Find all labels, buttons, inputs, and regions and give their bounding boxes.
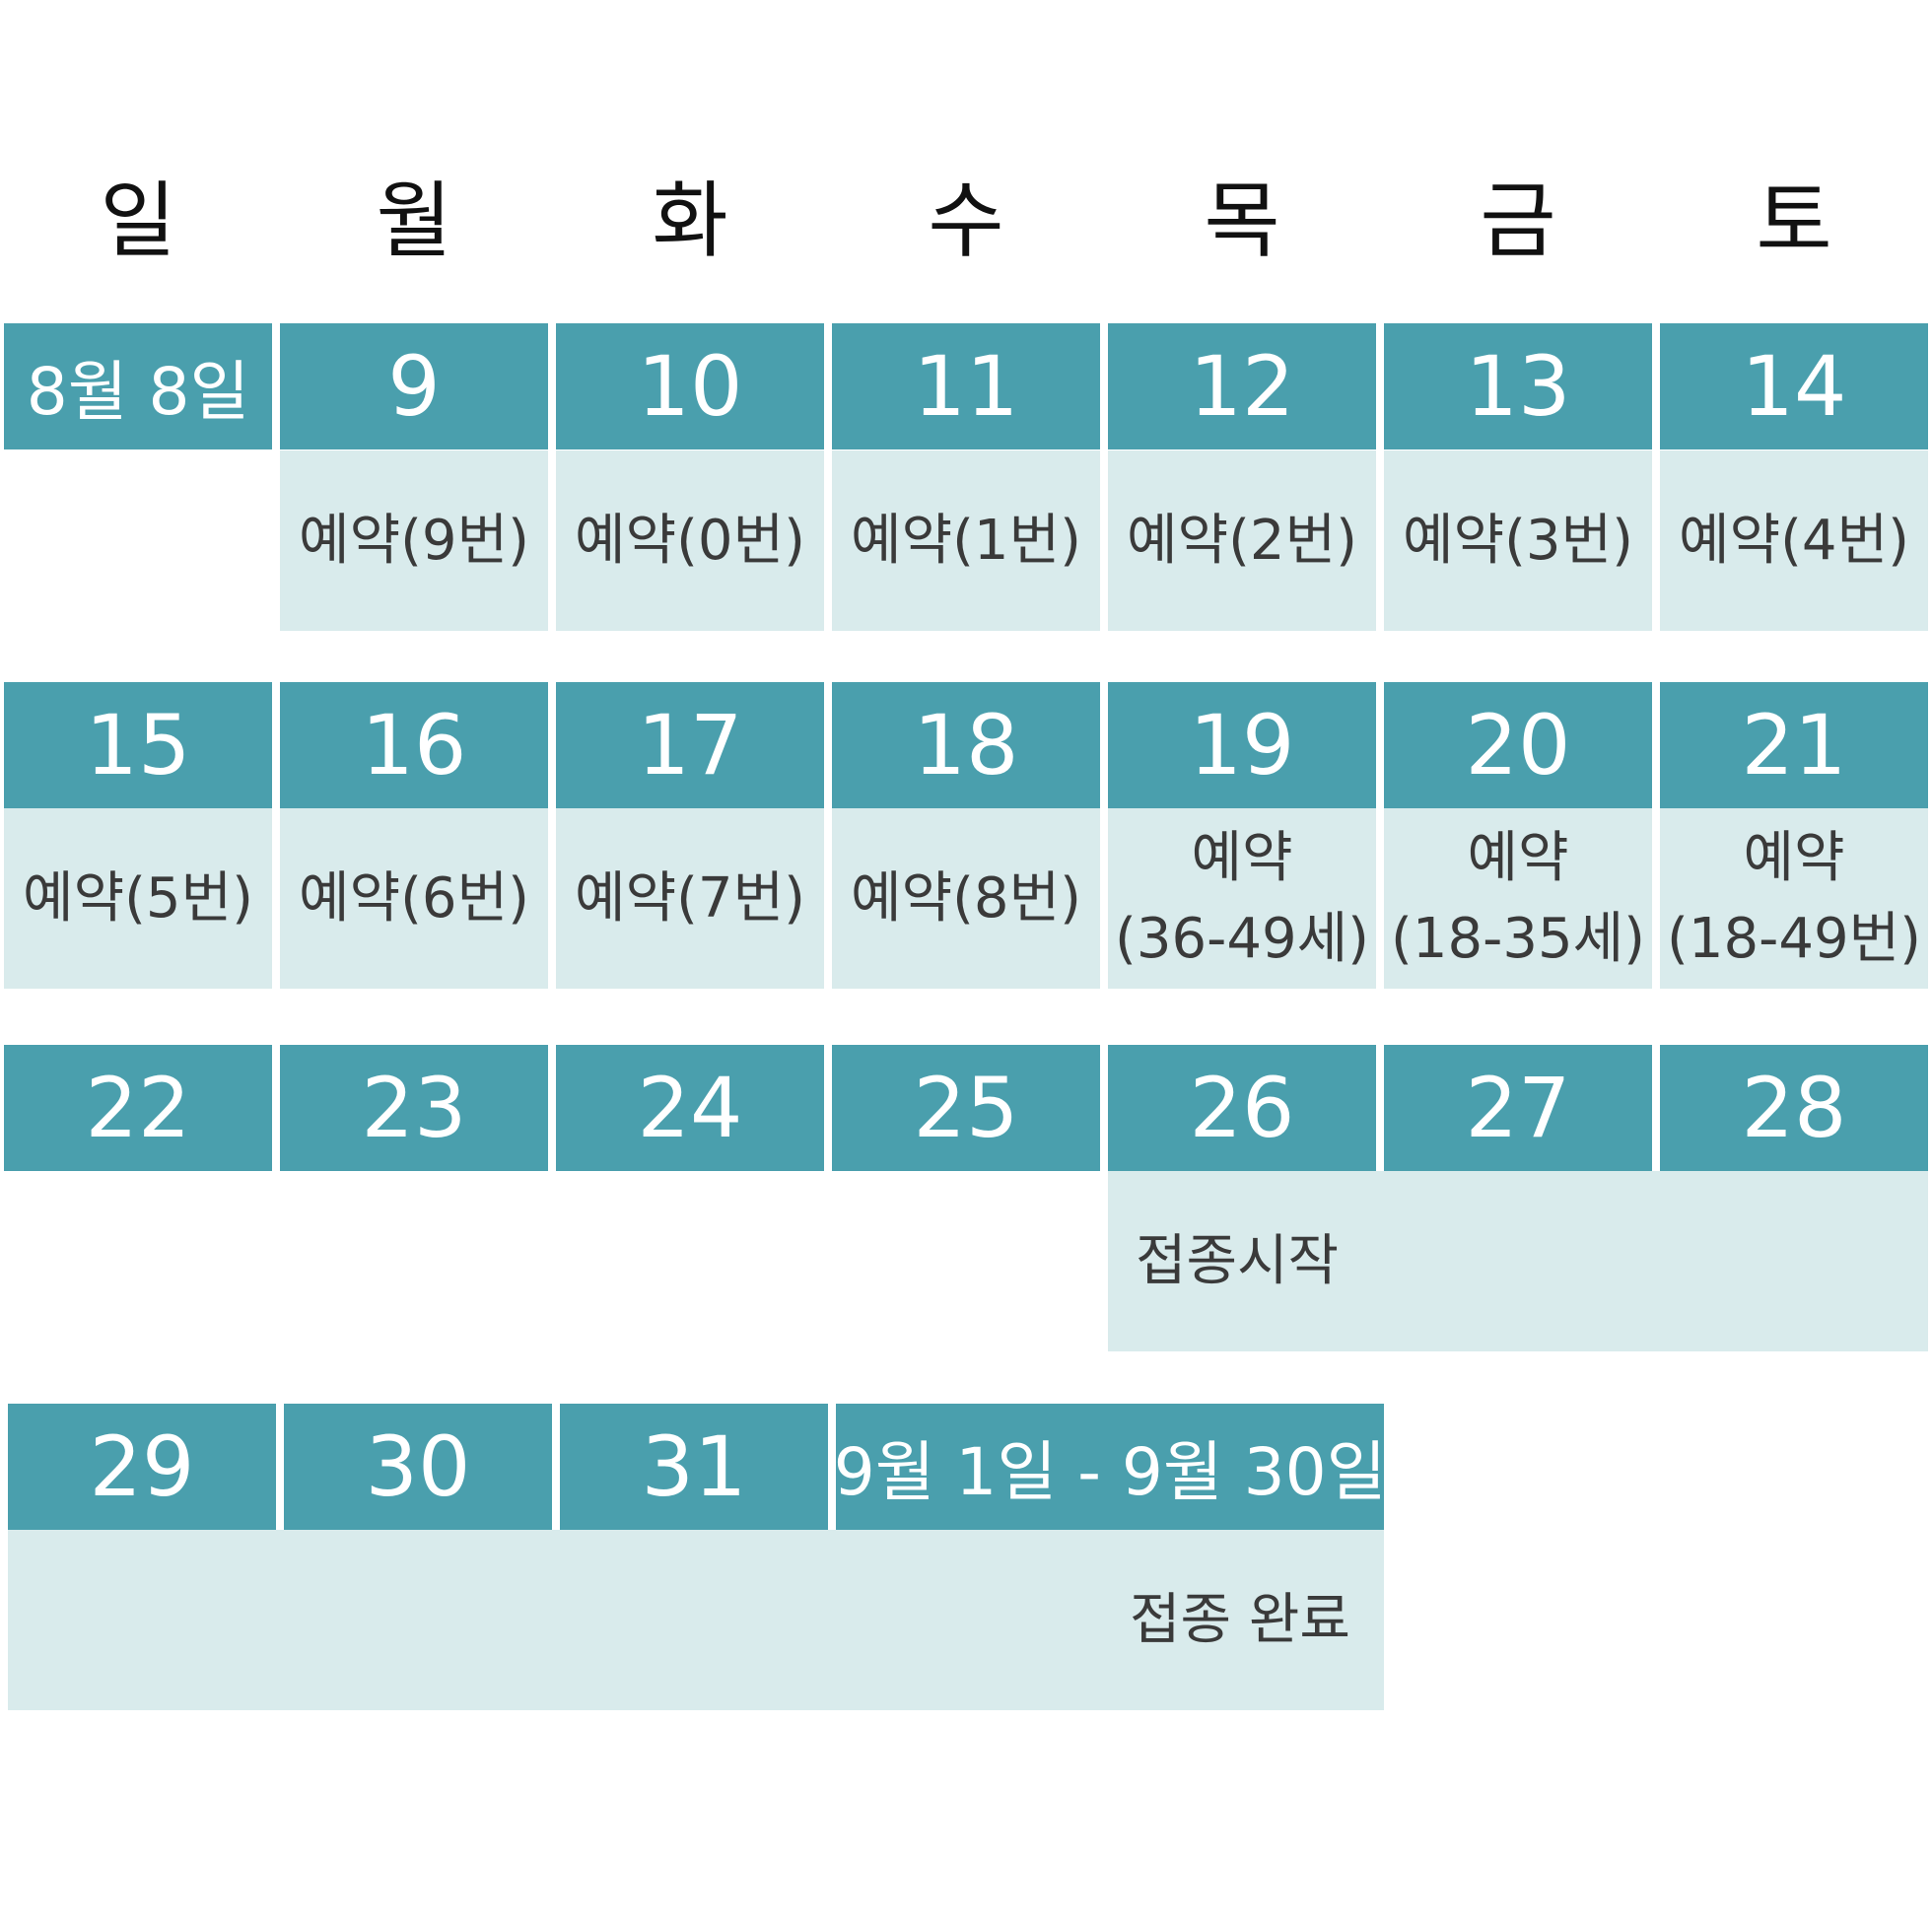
day-header[interactable]: 18 bbox=[832, 682, 1100, 808]
day-header[interactable]: 30 bbox=[284, 1404, 552, 1530]
day-header[interactable]: 31 bbox=[560, 1404, 828, 1530]
day-header[interactable]: 15 bbox=[4, 682, 272, 808]
day-header[interactable]: 13 bbox=[1384, 323, 1652, 449]
event-cell[interactable]: 예약(1번) bbox=[832, 450, 1100, 631]
day-header[interactable]: 25 bbox=[832, 1045, 1100, 1171]
event-cell[interactable]: 예약(6번) bbox=[280, 808, 548, 989]
day-header[interactable]: 24 bbox=[556, 1045, 824, 1171]
day-header[interactable]: 12 bbox=[1108, 323, 1376, 449]
day-header[interactable]: 11 bbox=[832, 323, 1100, 449]
event-cell-age-group[interactable]: 예약 (36-49세) bbox=[1108, 808, 1376, 989]
event-cell-age-group[interactable]: 예약 (18-49번) bbox=[1660, 808, 1928, 989]
event-cell[interactable]: 예약(5번) bbox=[4, 808, 272, 989]
event-line: 예약 bbox=[1743, 826, 1845, 891]
weekday-sat: 토 bbox=[1756, 172, 1832, 269]
weekday-tue: 화 bbox=[652, 172, 728, 269]
event-line: (18-35세) bbox=[1391, 906, 1645, 971]
day-header[interactable]: 10 bbox=[556, 323, 824, 449]
weekday-wed: 수 bbox=[928, 172, 1004, 269]
day-header[interactable]: 14 bbox=[1660, 323, 1928, 449]
event-cell[interactable]: 예약(0번) bbox=[556, 450, 824, 631]
event-line: 예약 bbox=[1467, 826, 1569, 891]
event-cell[interactable]: 예약(4번) bbox=[1660, 450, 1928, 631]
event-cell[interactable]: 예약(8번) bbox=[832, 808, 1100, 989]
weekday-sun: 일 bbox=[100, 172, 176, 269]
day-header[interactable]: 26 bbox=[1108, 1045, 1376, 1171]
weekday-mon: 월 bbox=[376, 172, 452, 269]
vaccination-complete-event[interactable]: 접종 완료 bbox=[8, 1530, 1384, 1710]
event-line: (36-49세) bbox=[1115, 906, 1369, 971]
day-header[interactable]: 17 bbox=[556, 682, 824, 808]
day-header[interactable]: 19 bbox=[1108, 682, 1376, 808]
day-header[interactable]: 23 bbox=[280, 1045, 548, 1171]
event-cell[interactable]: 예약(3번) bbox=[1384, 450, 1652, 631]
day-header[interactable]: 27 bbox=[1384, 1045, 1652, 1171]
weekday-fri: 금 bbox=[1480, 172, 1556, 269]
event-cell[interactable]: 예약(9번) bbox=[280, 450, 548, 631]
event-line: (18-49번) bbox=[1667, 906, 1921, 971]
day-header[interactable]: 21 bbox=[1660, 682, 1928, 808]
vaccination-start-event[interactable]: 접종시작 bbox=[1108, 1171, 1928, 1351]
weekday-thu: 목 bbox=[1204, 172, 1280, 269]
event-line: 예약 bbox=[1191, 826, 1293, 891]
day-header[interactable]: 28 bbox=[1660, 1045, 1928, 1171]
day-header[interactable]: 20 bbox=[1384, 682, 1652, 808]
day-header[interactable]: 8월 8일 bbox=[4, 323, 272, 449]
day-header[interactable]: 22 bbox=[4, 1045, 272, 1171]
day-header[interactable]: 9 bbox=[280, 323, 548, 449]
day-header[interactable]: 29 bbox=[8, 1404, 276, 1530]
event-cell[interactable]: 예약(2번) bbox=[1108, 450, 1376, 631]
event-cell-age-group[interactable]: 예약 (18-35세) bbox=[1384, 808, 1652, 989]
event-cell[interactable]: 예약(7번) bbox=[556, 808, 824, 989]
september-range-header[interactable]: 9월 1일 - 9월 30일 bbox=[836, 1404, 1384, 1530]
day-header[interactable]: 16 bbox=[280, 682, 548, 808]
